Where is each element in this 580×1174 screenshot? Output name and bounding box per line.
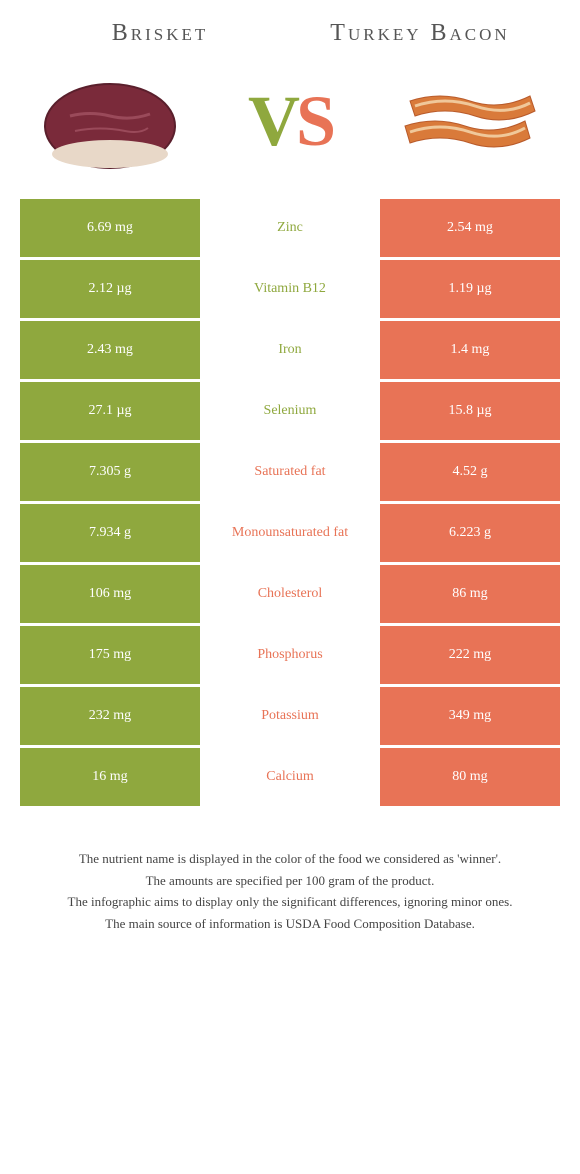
- table-row: 16 mgCalcium80 mg: [20, 748, 560, 806]
- left-value-cell: 7.305 g: [20, 443, 200, 501]
- right-value-cell: 86 mg: [380, 565, 560, 623]
- brisket-image: brisket: [30, 66, 190, 176]
- left-value-cell: 232 mg: [20, 687, 200, 745]
- nutrient-name-cell: Selenium: [200, 382, 380, 440]
- table-row: 6.69 mgZinc2.54 mg: [20, 199, 560, 257]
- footnote-line: The amounts are specified per 100 gram o…: [40, 871, 540, 891]
- vs-v-letter: V: [248, 80, 296, 163]
- bacon-image: [390, 66, 550, 176]
- bacon-strip-1: [410, 96, 535, 120]
- table-row: 27.1 µgSelenium15.8 µg: [20, 382, 560, 440]
- right-value-cell: 15.8 µg: [380, 382, 560, 440]
- left-value-cell: 2.12 µg: [20, 260, 200, 318]
- right-value-cell: 2.54 mg: [380, 199, 560, 257]
- table-row: 175 mgPhosphorus222 mg: [20, 626, 560, 684]
- footnotes: The nutrient name is displayed in the co…: [40, 849, 540, 933]
- left-value-cell: 27.1 µg: [20, 382, 200, 440]
- nutrient-name-cell: Calcium: [200, 748, 380, 806]
- footnote-line: The nutrient name is displayed in the co…: [40, 849, 540, 869]
- left-value-cell: 7.934 g: [20, 504, 200, 562]
- nutrient-name-cell: Potassium: [200, 687, 380, 745]
- right-value-cell: 1.19 µg: [380, 260, 560, 318]
- right-value-cell: 80 mg: [380, 748, 560, 806]
- nutrient-name-cell: Monounsaturated fat: [200, 504, 380, 562]
- nutrient-name-cell: Iron: [200, 321, 380, 379]
- images-row: brisket VS: [0, 56, 580, 196]
- left-value-cell: 106 mg: [20, 565, 200, 623]
- comparison-table: 6.69 mgZinc2.54 mg2.12 µgVitamin B121.19…: [20, 196, 560, 809]
- right-value-cell: 1.4 mg: [380, 321, 560, 379]
- brisket-fat-shape: [52, 140, 168, 168]
- nutrient-name-cell: Cholesterol: [200, 565, 380, 623]
- left-value-cell: 175 mg: [20, 626, 200, 684]
- bacon-strip-2: [405, 121, 530, 147]
- nutrient-name-cell: Zinc: [200, 199, 380, 257]
- footnote-line: The main source of information is USDA F…: [40, 914, 540, 934]
- left-value-cell: 6.69 mg: [20, 199, 200, 257]
- table-row: 7.934 gMonounsaturated fat6.223 g: [20, 504, 560, 562]
- vs-s-letter: S: [296, 80, 332, 163]
- right-value-cell: 6.223 g: [380, 504, 560, 562]
- nutrient-name-cell: Saturated fat: [200, 443, 380, 501]
- right-value-cell: 349 mg: [380, 687, 560, 745]
- nutrient-name-cell: Phosphorus: [200, 626, 380, 684]
- vs-label: VS: [248, 80, 332, 163]
- right-value-cell: 4.52 g: [380, 443, 560, 501]
- table-row: 106 mgCholesterol86 mg: [20, 565, 560, 623]
- left-food-title: Brisket: [30, 20, 290, 46]
- nutrient-name-cell: Vitamin B12: [200, 260, 380, 318]
- table-row: 2.43 mgIron1.4 mg: [20, 321, 560, 379]
- table-row: 7.305 gSaturated fat4.52 g: [20, 443, 560, 501]
- table-row: 2.12 µgVitamin B121.19 µg: [20, 260, 560, 318]
- left-value-cell: 16 mg: [20, 748, 200, 806]
- right-value-cell: 222 mg: [380, 626, 560, 684]
- right-food-title: Turkey Bacon: [290, 20, 550, 46]
- table-row: 232 mgPotassium349 mg: [20, 687, 560, 745]
- left-value-cell: 2.43 mg: [20, 321, 200, 379]
- header: Brisket Turkey Bacon: [0, 0, 580, 56]
- footnote-line: The infographic aims to display only the…: [40, 892, 540, 912]
